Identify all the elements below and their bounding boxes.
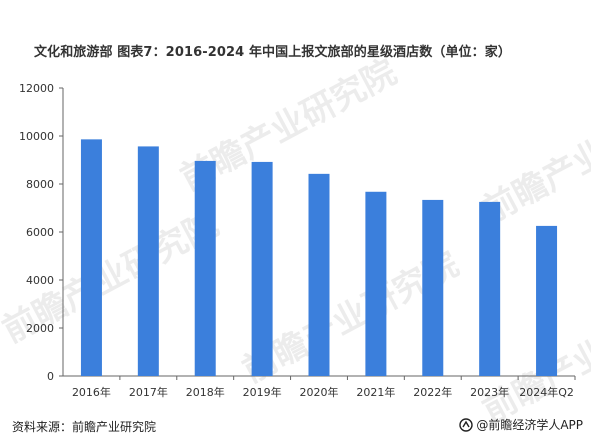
chart-title: 文化和旅游部 图表7：2016-2024 年中国上报文旅部的星级酒店数（单位：家…: [34, 45, 511, 60]
bar: [536, 225, 558, 376]
brand-icon: [459, 417, 474, 432]
y-tick-label: 12000: [19, 82, 54, 95]
y-tick-label: 0: [47, 370, 54, 383]
bar: [80, 139, 102, 376]
y-tick-label: 2000: [26, 322, 54, 335]
brand-logo: @前瞻经济学人APP: [459, 416, 583, 433]
x-tick-label: 2017年: [129, 385, 168, 399]
x-tick-label: 2024年Q2: [519, 385, 574, 399]
bar: [308, 173, 330, 376]
bar: [194, 160, 216, 376]
y-tick-label: 6000: [26, 226, 54, 239]
y-tick-label: 10000: [19, 130, 54, 143]
brand-label: @前瞻经济学人APP: [476, 418, 583, 432]
y-tick-label: 8000: [26, 178, 54, 191]
bar: [365, 191, 387, 376]
bar: [479, 201, 501, 376]
source-note: 资料来源：前瞻产业研究院: [12, 420, 157, 434]
x-tick-label: 2019年: [243, 385, 282, 399]
bar: [137, 146, 159, 376]
x-tick-label: 2022年: [413, 385, 452, 399]
bar: [422, 199, 444, 376]
x-tick-label: 2016年: [72, 385, 111, 399]
y-tick-label: 4000: [26, 274, 54, 287]
x-tick-label: 2020年: [300, 385, 339, 399]
x-tick-label: 2023年: [470, 385, 509, 399]
x-tick-label: 2021年: [356, 385, 395, 399]
x-tick-label: 2018年: [186, 385, 225, 399]
bar: [251, 161, 273, 376]
